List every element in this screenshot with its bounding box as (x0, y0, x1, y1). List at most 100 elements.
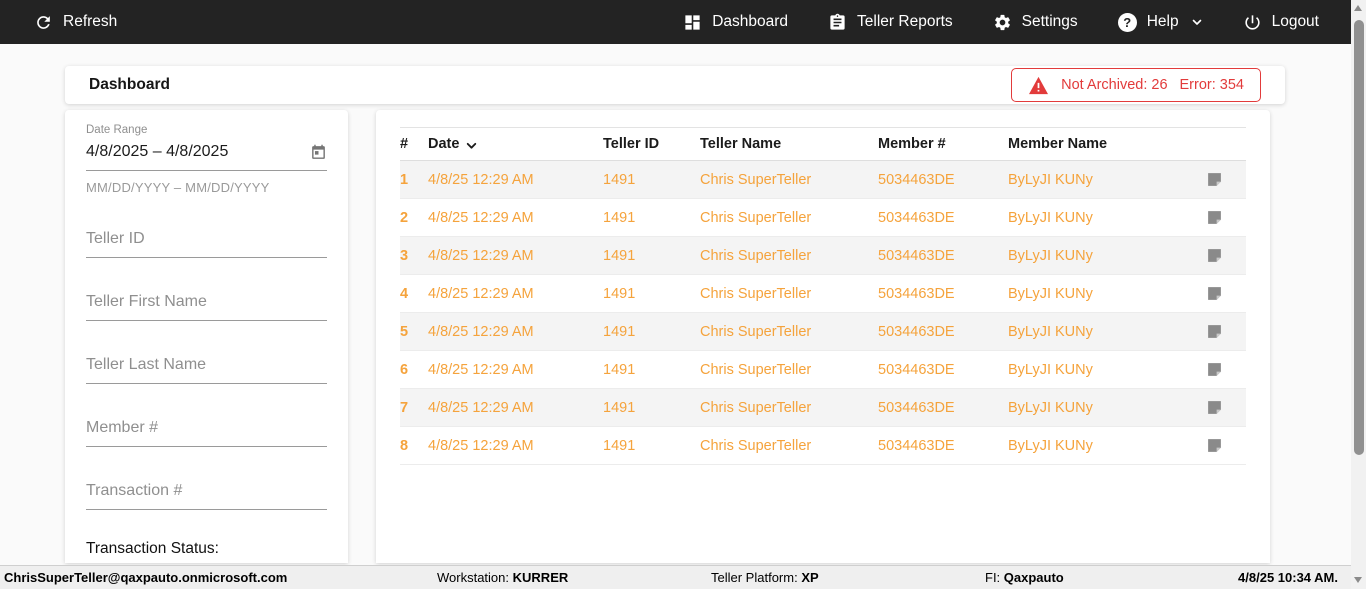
row-teller-name: Chris SuperTeller (700, 285, 812, 302)
teller-last-name-input[interactable] (86, 352, 327, 384)
row-note-cell (1206, 361, 1246, 378)
row-teller-id: 1491 (603, 247, 636, 264)
note-icon[interactable] (1206, 323, 1223, 340)
refresh-button[interactable]: Refresh (34, 13, 117, 32)
col-header-num[interactable]: # (400, 136, 409, 152)
platform-value: XP (801, 570, 819, 585)
row-number: 5 (400, 323, 409, 340)
note-icon[interactable] (1206, 171, 1223, 188)
nav-logout-label: Logout (1271, 13, 1319, 30)
row-note-cell (1206, 285, 1246, 302)
row-teller-name: Chris SuperTeller (700, 209, 812, 226)
row-teller-name: Chris SuperTeller (700, 361, 812, 378)
row-note-cell (1206, 247, 1246, 264)
scrollbar-thumb[interactable] (1353, 20, 1364, 455)
col-header-teller-name[interactable]: Teller Name (700, 136, 782, 152)
note-icon[interactable] (1206, 361, 1223, 378)
row-member-no: 5034463DE (878, 323, 955, 340)
col-header-teller-id[interactable]: Teller ID (603, 136, 660, 152)
row-member-no: 5034463DE (878, 285, 955, 302)
row-number: 8 (400, 437, 409, 454)
date-range-input[interactable] (86, 143, 310, 161)
row-date: 4/8/25 12:29 AM (428, 361, 534, 378)
navbar-menu: Dashboard Teller Reports Settings ? Help (683, 12, 1319, 32)
row-number: 1 (400, 171, 409, 188)
note-icon[interactable] (1206, 399, 1223, 416)
transactions-table-card: # Date Teller ID Teller Name Member # Me… (376, 110, 1270, 563)
row-date: 4/8/25 12:29 AM (428, 171, 534, 188)
row-number: 3 (400, 247, 409, 264)
date-range-row (86, 139, 327, 171)
table-row[interactable]: 2 4/8/25 12:29 AM 1491 Chris SuperTeller… (400, 199, 1246, 237)
nav-help[interactable]: ? Help (1117, 12, 1203, 32)
scroll-up-arrow-icon[interactable] (1354, 5, 1362, 11)
table-row[interactable]: 7 4/8/25 12:29 AM 1491 Chris SuperTeller… (400, 389, 1246, 427)
transaction-status-label: Transaction Status: (86, 540, 219, 557)
table-row[interactable]: 8 4/8/25 12:29 AM 1491 Chris SuperTeller… (400, 427, 1246, 465)
refresh-label: Refresh (63, 13, 118, 30)
fi-value: Qaxpauto (1003, 570, 1064, 585)
platform-label: Teller Platform: (711, 570, 798, 585)
row-member-no: 5034463DE (878, 171, 955, 188)
table-row[interactable]: 1 4/8/25 12:29 AM 1491 Chris SuperTeller… (400, 161, 1246, 199)
transaction-number-input[interactable] (86, 478, 327, 510)
row-member-no: 5034463DE (878, 399, 955, 416)
teller-first-name-input[interactable] (86, 289, 327, 321)
row-teller-name: Chris SuperTeller (700, 437, 812, 454)
row-date: 4/8/25 12:29 AM (428, 209, 534, 226)
table-row[interactable]: 5 4/8/25 12:29 AM 1491 Chris SuperTeller… (400, 313, 1246, 351)
nav-dashboard[interactable]: Dashboard (683, 13, 788, 32)
note-icon[interactable] (1206, 247, 1223, 264)
member-number-input[interactable] (86, 415, 327, 447)
row-date: 4/8/25 12:29 AM (428, 323, 534, 340)
calendar-icon[interactable] (310, 144, 327, 161)
table-row[interactable]: 3 4/8/25 12:29 AM 1491 Chris SuperTeller… (400, 237, 1246, 275)
row-member-name: ByLyJI KUNy (1008, 285, 1093, 302)
row-member-name: ByLyJI KUNy (1008, 361, 1093, 378)
note-icon[interactable] (1206, 209, 1223, 226)
row-teller-id: 1491 (603, 209, 636, 226)
table-row[interactable]: 6 4/8/25 12:29 AM 1491 Chris SuperTeller… (400, 351, 1246, 389)
note-icon[interactable] (1206, 437, 1223, 454)
row-member-no: 5034463DE (878, 247, 955, 264)
chevron-down-icon (1192, 19, 1201, 25)
row-note-cell (1206, 171, 1246, 188)
scroll-down-arrow-icon[interactable] (1354, 577, 1362, 583)
page-title: Dashboard (89, 76, 170, 93)
row-date: 4/8/25 12:29 AM (428, 247, 534, 264)
col-header-date[interactable]: Date (428, 136, 603, 152)
row-member-name: ByLyJI KUNy (1008, 209, 1093, 226)
row-teller-id: 1491 (603, 399, 636, 416)
row-teller-id: 1491 (603, 171, 636, 188)
gear-icon (994, 14, 1010, 30)
row-teller-name: Chris SuperTeller (700, 247, 812, 264)
row-date: 4/8/25 12:29 AM (428, 437, 534, 454)
date-range-label: Date Range (86, 124, 148, 136)
vertical-scrollbar[interactable] (1351, 0, 1366, 589)
col-header-member-name[interactable]: Member Name (1008, 136, 1108, 152)
nav-help-label: Help (1146, 13, 1179, 30)
table-header-row: # Date Teller ID Teller Name Member # Me… (400, 127, 1246, 161)
row-teller-name: Chris SuperTeller (700, 171, 812, 188)
fi-label: FI: (985, 570, 1001, 585)
row-teller-name: Chris SuperTeller (700, 323, 812, 340)
nav-logout[interactable]: Logout (1243, 13, 1319, 32)
archive-error-badge[interactable]: Not Archived: 26 Error: 354 (1011, 68, 1261, 102)
status-user-email: ChrisSuperTeller@qaxpauto.onmicrosoft.co… (4, 570, 288, 585)
row-number: 6 (400, 361, 409, 378)
row-note-cell (1206, 323, 1246, 340)
note-icon[interactable] (1206, 285, 1223, 302)
col-header-date-label: Date (428, 136, 460, 152)
teller-id-input[interactable] (86, 226, 327, 258)
row-note-cell (1206, 209, 1246, 226)
table-body: 1 4/8/25 12:29 AM 1491 Chris SuperTeller… (400, 161, 1246, 465)
filters-sidebar: Date Range MM/DD/YYYY – MM/DD/YYYY Trans… (65, 110, 348, 563)
nav-teller-reports[interactable]: Teller Reports (828, 13, 953, 32)
top-navbar: Refresh Dashboard Teller Reports Setting… (0, 0, 1351, 44)
row-number: 7 (400, 399, 409, 416)
table-row[interactable]: 4 4/8/25 12:29 AM 1491 Chris SuperTeller… (400, 275, 1246, 313)
col-header-member-no[interactable]: Member # (878, 136, 946, 152)
nav-settings[interactable]: Settings (993, 13, 1078, 32)
status-fi: FI: Qaxpauto (985, 570, 1064, 585)
row-number: 2 (400, 209, 409, 226)
